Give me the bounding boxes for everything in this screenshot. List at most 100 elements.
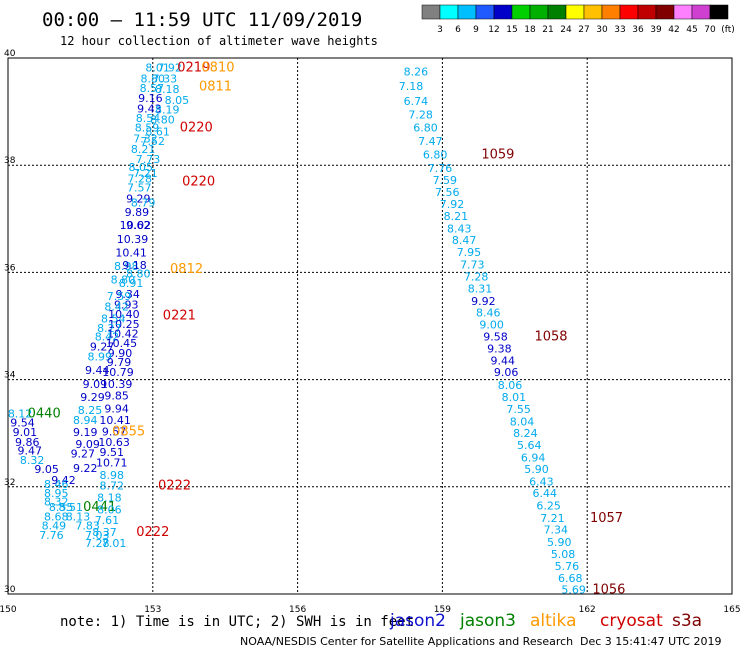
wave-height-label: 10.39 (101, 378, 133, 391)
wave-height-label: 8.21 (131, 143, 156, 156)
wave-height-label: 8.80 (141, 72, 166, 85)
wave-height-label: 7.92 (157, 62, 182, 75)
pass-time-label: 0221 (163, 308, 196, 323)
wave-height-label: 9.44 (490, 354, 515, 367)
colorbar-label: 15 (506, 25, 517, 35)
colorbar-label: 39 (650, 25, 662, 35)
wave-height-label: 7.76 (428, 162, 453, 175)
wave-height-label: 9.09 (83, 378, 108, 391)
legend-s3a: s3a (672, 611, 702, 631)
x-tick-label: 159 (434, 605, 451, 615)
wave-height-label: 7.55 (506, 403, 531, 416)
wave-height-label: 5.76 (555, 560, 580, 573)
wave-height-label: 7.28 (408, 108, 433, 121)
wave-height-label: 8.98 (100, 469, 125, 482)
wave-height-label: 8.31 (468, 282, 493, 295)
colorbar-label: 9 (473, 25, 479, 35)
wave-height-label: 9.42 (51, 474, 76, 487)
wave-height-label: 6.68 (558, 572, 583, 585)
pass-time-label: 0855 (112, 425, 145, 440)
wave-height-label: 9.43 (137, 102, 162, 115)
colorbar-swatch (547, 4, 567, 20)
colorbar-swatch (439, 4, 459, 20)
units-note: note: 1) Time is in UTC; 2) SWH is in fe… (60, 614, 414, 630)
wave-height-label: 7.18 (399, 80, 424, 93)
wave-height-label: 5.08 (551, 548, 576, 561)
wave-height-label: 10.45 (106, 337, 138, 350)
wave-height-label: 8.01 (502, 391, 527, 404)
wave-height-label: 7.52 (141, 135, 166, 148)
wave-height-label: 9.27 (90, 340, 115, 353)
wave-height-label: 9.90 (108, 347, 133, 360)
colorbar-swatch (529, 4, 549, 20)
legend-jason3: jason3 (459, 611, 516, 631)
wave-height-label: 8.91 (119, 277, 144, 290)
x-tick-label: 153 (144, 605, 161, 615)
wave-height-label: 10.02 (120, 219, 152, 232)
wave-height-label: 8.59 (135, 122, 160, 135)
wave-height-label: 7.59 (107, 290, 132, 303)
wave-height-label: 9.51 (100, 446, 125, 459)
wave-height-label: 7.61 (95, 514, 120, 527)
wave-height-label: 7.92 (440, 198, 465, 211)
wave-height-label: 9.85 (104, 390, 129, 403)
wave-height-label: 8.55 (49, 501, 74, 514)
wave-height-label: 8.72 (100, 480, 125, 493)
y-tick-label: 32 (4, 478, 15, 488)
wave-height-label: 7.21 (540, 512, 565, 525)
wave-height-label: 8.32 (20, 454, 45, 467)
wave-height-label: 10.42 (107, 328, 139, 341)
pass-time-label: 0810 (201, 61, 234, 76)
colorbar-swatch (619, 4, 639, 20)
wave-height-label: 9.86 (15, 436, 40, 449)
wave-height-label: 6.44 (532, 487, 557, 500)
wave-height-label: 8.46 (44, 478, 69, 491)
wave-height-label: 5.90 (524, 463, 549, 476)
wave-height-label: 8.01 (145, 62, 170, 75)
wave-height-label: 8.04 (510, 415, 535, 428)
pass-time-label: 0222 (136, 525, 169, 540)
wave-height-label: 9.57 (102, 426, 127, 439)
colorbar-swatch (655, 4, 675, 20)
pass-time-label: 0811 (199, 79, 232, 94)
wave-height-label: 8.05 (128, 161, 153, 174)
colorbar-label: 3 (437, 25, 443, 35)
colorbar-swatch (691, 4, 711, 20)
colorbar-label: 45 (686, 25, 697, 35)
colorbar-label: 18 (524, 25, 536, 35)
colorbar-swatch (511, 4, 531, 20)
wave-height-label: 9.34 (115, 288, 140, 301)
wave-height-label: 9.18 (122, 259, 147, 272)
wave-height-label: 9.22 (73, 462, 98, 475)
wave-height-label: 10.79 (102, 366, 134, 379)
colorbar-label: 12 (488, 25, 499, 35)
wave-height-label: 9.47 (17, 444, 42, 457)
colorbar: 3 6 9 12 15 18 21 24 27 30 33 36 39 42 45 70 (ft) (421, 4, 735, 35)
pass-time-label: 1057 (590, 511, 623, 526)
pass-time-label: 0441 (83, 500, 116, 515)
pass-time-label: 1059 (481, 147, 514, 162)
plot-frame (7, 57, 733, 595)
wave-height-label: 7.33 (153, 72, 178, 85)
wave-height-label: 8.46 (476, 307, 501, 320)
colorbar-swatch (565, 4, 585, 20)
wave-height-label: 8.18 (97, 492, 122, 505)
wave-height-label: 10.41 (99, 414, 131, 427)
wave-height-label: 8.25 (78, 404, 103, 417)
colorbar-label: 36 (632, 25, 644, 35)
wave-height-label: 8.32 (44, 495, 69, 508)
wave-height-label: 9.16 (138, 92, 163, 105)
pass-time-label: 0220 (182, 174, 215, 189)
wave-height-label: 8.26 (404, 65, 429, 78)
colorbar-label: 27 (578, 25, 589, 35)
wave-height-label: 9.29 (80, 391, 105, 404)
pass-time-label: 0222 (158, 479, 191, 494)
wave-height-label: 8.06 (498, 379, 523, 392)
wave-height-label: 7.83 (75, 519, 100, 532)
mission-legend: jason2 jason3 altika cryosat s3a (389, 611, 702, 631)
wave-height-label: 8.13 (66, 510, 91, 523)
footer-timestamp: Dec 3 15:41:47 UTC 2019 (580, 635, 721, 648)
wave-height-label: 9.54 (10, 416, 35, 429)
wave-height-label: 8.37 (92, 526, 117, 539)
wave-height-label: 7.34 (544, 524, 569, 537)
